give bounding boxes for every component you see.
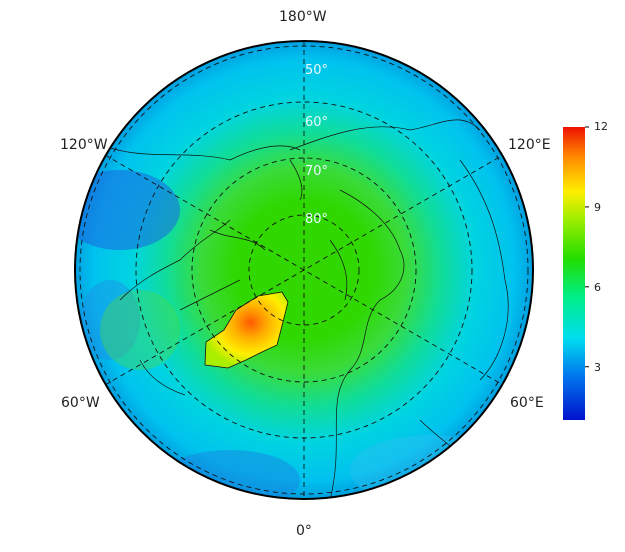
colorbar-tick-12: 12 — [594, 120, 608, 133]
lat-label-60: 60° — [305, 115, 329, 130]
lat-label-70: 70° — [305, 164, 329, 179]
colorbar-tick-6: 6 — [594, 281, 601, 294]
lon-label-0: 0° — [296, 523, 312, 539]
lon-label-120e: 120°E — [508, 137, 551, 153]
lat-label-50: 50° — [305, 63, 329, 78]
colorbar-tick-9: 9 — [594, 201, 601, 214]
map-border — [74, 40, 534, 500]
colorbar-tick-3: 3 — [594, 361, 601, 374]
lon-label-120w: 120°W — [60, 137, 108, 153]
lon-label-180w: 180°W — [279, 9, 327, 25]
colorbar — [563, 127, 585, 420]
lat-label-80: 80° — [305, 212, 329, 227]
lon-label-60w: 60°W — [61, 395, 100, 411]
lon-label-60e: 60°E — [510, 395, 544, 411]
